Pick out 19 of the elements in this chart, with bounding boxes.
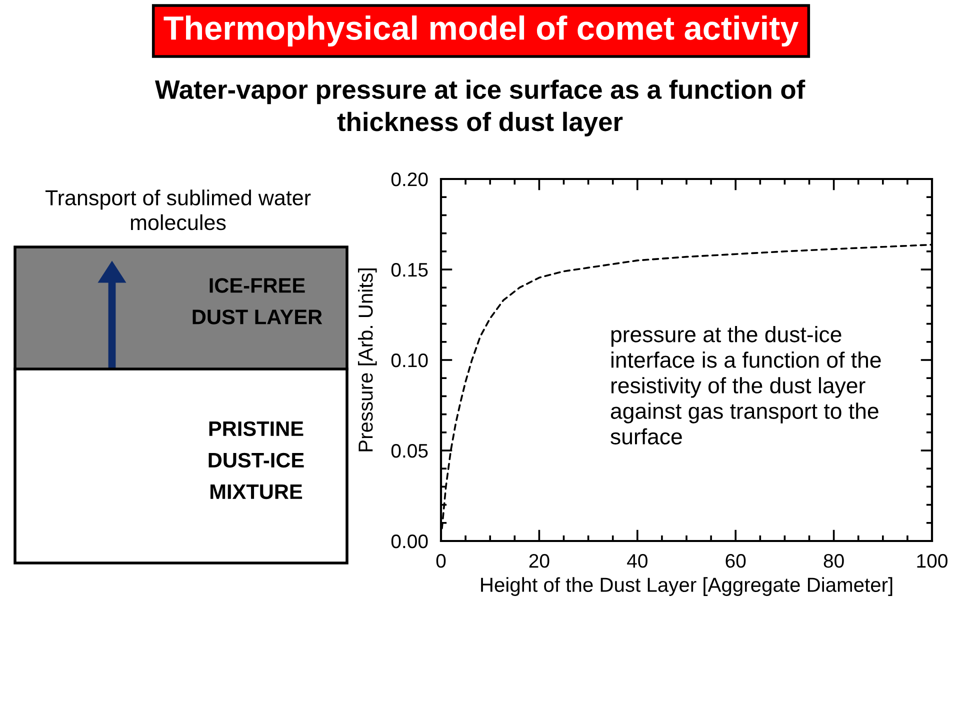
text: PRISTINE DUST-ICE MIXTURE <box>208 421 304 500</box>
x-tick-label: 80 <box>824 554 844 568</box>
y-tick-label: 0.10 <box>391 353 428 368</box>
y-tick-label: 0.15 <box>391 262 428 277</box>
y-axis-title: Pressure [Arb. Units] <box>358 268 377 452</box>
x-tick-label: 60 <box>726 554 746 568</box>
x-tick-label: 20 <box>529 554 550 568</box>
y-tick-label: 0.00 <box>391 534 428 548</box>
text: ICE-FREE DUST LAYER <box>192 278 322 324</box>
annotation: pressure at the dust-ice interface is a function of the resistivity of the dust layer against gas transport to the surface <box>610 326 881 445</box>
x-tick-label: 100 <box>917 554 948 568</box>
x-axis-title: Height of the Dust Layer [Aggregate Diameter] <box>481 577 892 596</box>
x-tick-label: 40 <box>627 554 648 568</box>
chart-subtitle: Water-vapor pressure at ice surface as a function of thickness of dust layer <box>154 80 806 136</box>
y-tick-label: 0.05 <box>391 444 428 458</box>
chart-title: Thermophysical model of comet activity <box>164 15 799 47</box>
y-tick-label: 0.20 <box>391 172 428 186</box>
text: Transport of sublimed water molecules <box>45 190 311 230</box>
x-tick-label: 0 <box>436 554 446 568</box>
